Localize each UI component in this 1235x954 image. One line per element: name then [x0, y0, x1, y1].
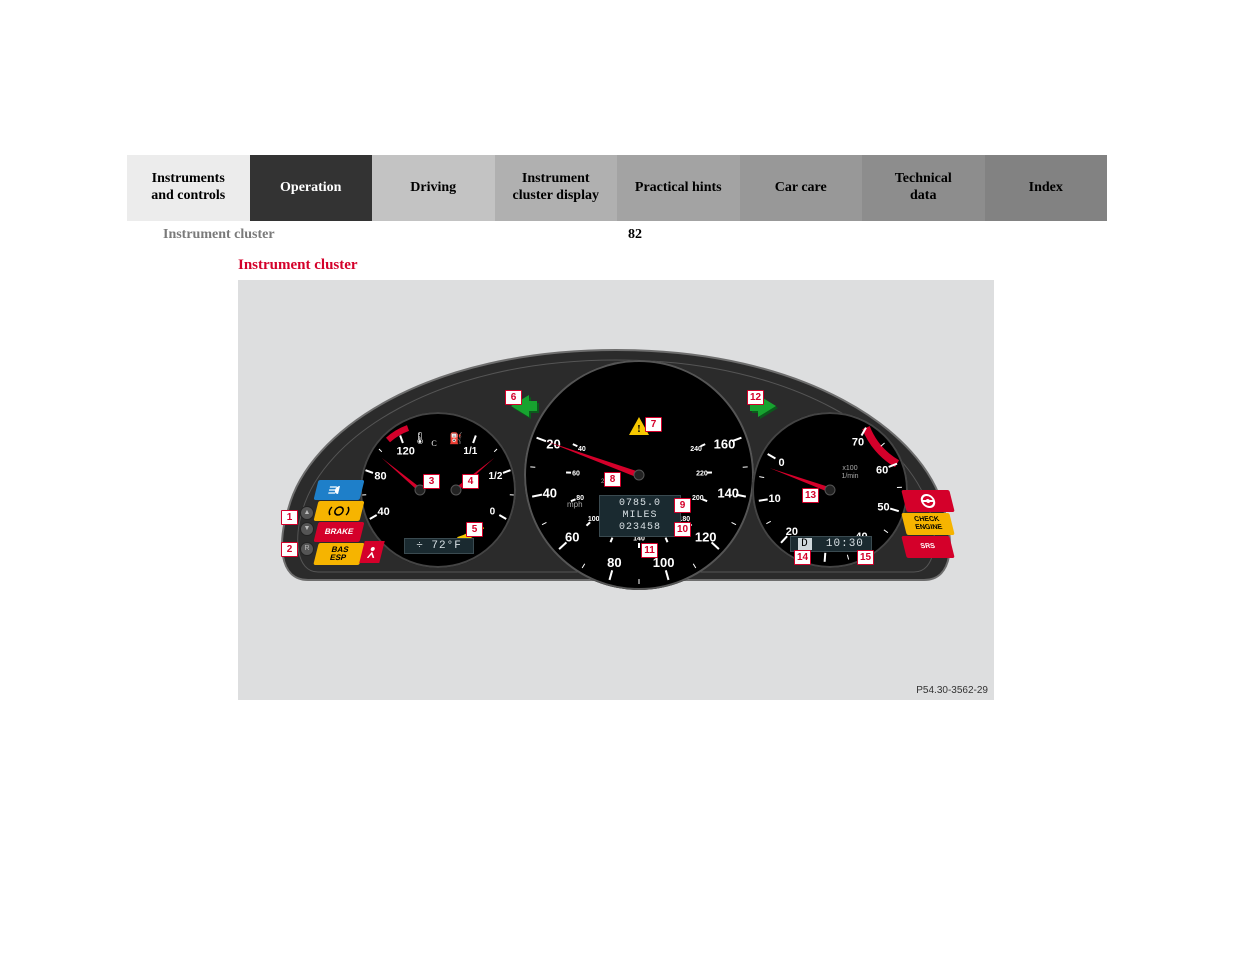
page-number: 82 [585, 227, 685, 243]
callout-13: 13 [802, 488, 819, 503]
callout-12: 12 [747, 390, 764, 405]
callout-2: 2 [281, 542, 298, 557]
svg-text:0: 0 [490, 507, 496, 518]
outside-temp-lcd: ÷ 72°F [404, 538, 474, 554]
tab-5[interactable]: Car care [740, 155, 863, 221]
svg-text:40: 40 [378, 506, 390, 518]
cluster: 408012001/21/1🌡C⛽÷ 72°F 2040608010012014… [268, 340, 964, 610]
svg-text:1/2: 1/2 [489, 471, 503, 482]
nav-tabs: Instrumentsand controlsOperationDrivingI… [127, 155, 1107, 221]
callout-9: 9 [674, 498, 691, 513]
callout-14: 14 [794, 550, 811, 565]
callout-8: 8 [604, 472, 621, 487]
warning-lights-right: CHECKENGINESRS [904, 490, 952, 559]
svg-text:140: 140 [717, 486, 739, 501]
adjust-knob[interactable]: R [300, 542, 314, 556]
svg-text:10: 10 [769, 493, 781, 505]
svg-text:x1001/min: x1001/min [841, 465, 858, 480]
warning-light [314, 501, 365, 521]
svg-text:80: 80 [374, 470, 386, 482]
callout-11: 11 [641, 543, 658, 558]
callout-15: 15 [857, 550, 874, 565]
tab-7[interactable]: Index [985, 155, 1108, 221]
tab-0[interactable]: Instrumentsand controls [127, 155, 250, 221]
svg-text:40: 40 [578, 446, 586, 453]
warning-light: CHECKENGINE [901, 513, 954, 535]
svg-text:120: 120 [396, 445, 414, 457]
svg-text:40: 40 [543, 486, 557, 501]
svg-text:0: 0 [778, 457, 784, 469]
svg-text:60: 60 [876, 464, 888, 476]
breadcrumb: Instrument cluster [127, 227, 585, 243]
speedometer: 2040608010012014016040608010012014016018… [524, 360, 754, 590]
svg-text:70: 70 [852, 436, 864, 448]
warning-lights-left: BRAKEBASESP [316, 480, 362, 566]
warning-light: SRS [901, 536, 954, 558]
svg-text:120: 120 [695, 529, 717, 544]
svg-text:60: 60 [572, 470, 580, 477]
section-title: Instrument cluster [238, 257, 1235, 274]
tab-2[interactable]: Driving [372, 155, 495, 221]
odometer-lcd: 0785.0MILES023458 [599, 495, 681, 537]
svg-text:⛽: ⛽ [449, 432, 463, 445]
adjust-knob[interactable]: ▲ [300, 506, 314, 520]
callout-7: 7 [645, 417, 662, 432]
callout-5: 5 [466, 522, 483, 537]
svg-text:80: 80 [607, 555, 621, 570]
tachometer: 010203040506070x1001/minD10:30 [752, 412, 908, 568]
svg-text:1/1: 1/1 [463, 446, 477, 457]
tab-3[interactable]: Instrumentcluster display [495, 155, 618, 221]
svg-text:mph: mph [567, 500, 583, 509]
callout-1: 1 [281, 510, 298, 525]
callout-3: 3 [423, 474, 440, 489]
warning-light [314, 480, 365, 500]
svg-text:🌡: 🌡 [412, 431, 427, 445]
figure-credit: P54.30-3562-29 [916, 685, 988, 696]
svg-text:50: 50 [877, 501, 889, 513]
tab-6[interactable]: Technicaldata [862, 155, 985, 221]
callout-6: 6 [505, 390, 522, 405]
tab-4[interactable]: Practical hints [617, 155, 740, 221]
svg-text:100: 100 [588, 516, 600, 523]
svg-text:C: C [431, 439, 436, 448]
tab-1[interactable]: Operation [250, 155, 373, 221]
svg-text:220: 220 [696, 470, 708, 477]
page-header: Instrument cluster 82 [127, 227, 1107, 243]
svg-text:240: 240 [690, 446, 702, 453]
svg-text:200: 200 [692, 495, 704, 502]
callout-4: 4 [462, 474, 479, 489]
svg-text:160: 160 [714, 436, 736, 451]
warning-light: BASESP [313, 543, 364, 565]
instrument-cluster-figure: P54.30-3562-29 408012001/21/1🌡C⛽÷ 72°F 2… [238, 280, 994, 700]
warning-light: BRAKE [314, 522, 365, 542]
warning-light [901, 490, 954, 512]
svg-text:!: ! [637, 423, 641, 435]
callout-10: 10 [674, 522, 691, 537]
adjust-knob[interactable]: ▼ [300, 522, 314, 536]
svg-text:60: 60 [565, 529, 579, 544]
